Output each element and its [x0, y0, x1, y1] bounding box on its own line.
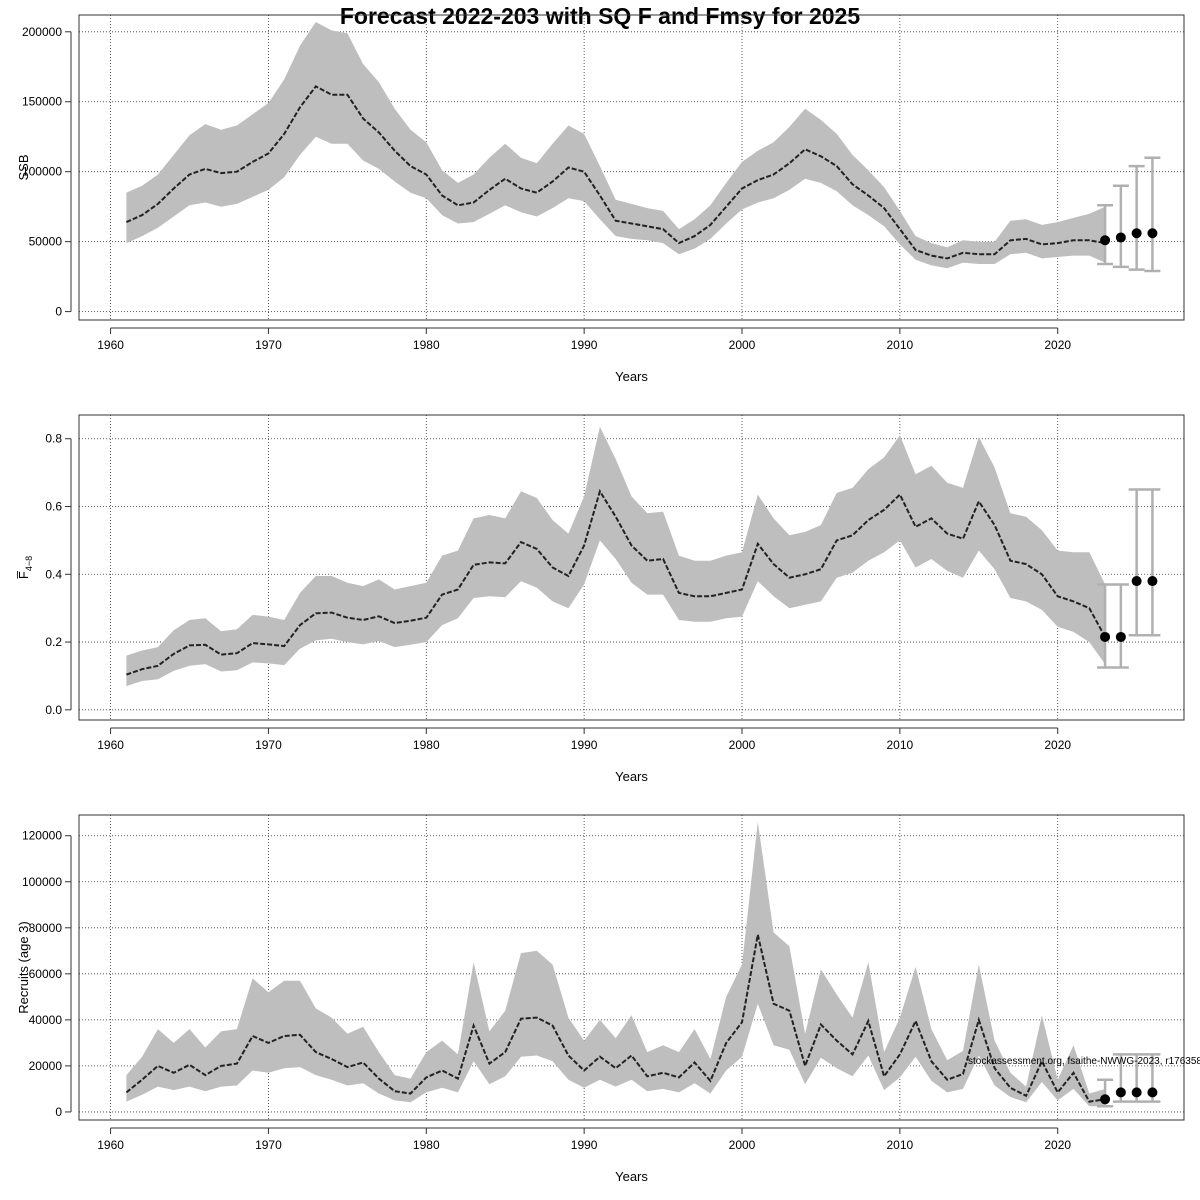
- x-tick-label: 1970: [255, 338, 282, 352]
- x-tick-label: 2000: [729, 1138, 756, 1152]
- x-tick-label: 1960: [97, 338, 124, 352]
- forecast-point: [1147, 1087, 1158, 1098]
- confidence-band: [126, 22, 1106, 269]
- y-tick-label: 0.6: [45, 500, 62, 514]
- x-tick-label: 1980: [413, 738, 440, 752]
- estimate-line: [125, 85, 1106, 260]
- x-tick-label: 1960: [97, 738, 124, 752]
- y-tick-label: 100000: [22, 875, 62, 889]
- y-tick-label: 0.2: [45, 635, 62, 649]
- y-tick-label: 50000: [29, 235, 63, 249]
- x-tick-label: 2020: [1044, 1138, 1071, 1152]
- x-tick-label: 2010: [887, 338, 914, 352]
- forecast-point: [1115, 631, 1126, 642]
- y-tick-label: 0.0: [45, 703, 62, 717]
- x-tick-label: 1980: [413, 338, 440, 352]
- plot-frame: [78, 14, 1185, 321]
- forecast-point: [1131, 576, 1142, 587]
- fbar-panel: 1960 1970 1980 1990 2000 2010 2020 0.0 0.2 0.4 0.6…: [16, 414, 1185, 784]
- forecast-point: [1131, 1087, 1142, 1098]
- estimate-line: [125, 934, 1106, 1103]
- y-tick-label: 0: [55, 305, 62, 319]
- forecast-point: [1147, 576, 1158, 587]
- chart-title: Forecast 2022-203 with SQ F and Fmsy for…: [340, 3, 860, 29]
- ssb-panel: 1960 1970 1980 1990 2000 2010 2020 0 50000 100000…: [16, 14, 1185, 384]
- estimate-line: [126, 488, 1106, 676]
- y-tick-label: 0: [55, 1105, 62, 1119]
- y-axis-label: Recruits (age 3): [16, 921, 31, 1013]
- forecast-point: [1100, 631, 1111, 642]
- forecast-point: [1147, 228, 1158, 239]
- plot-frame: [78, 814, 1185, 1121]
- y-tick-label: 40000: [29, 1013, 63, 1027]
- forecast-point: [1100, 1094, 1111, 1105]
- y-tick-label: 20000: [29, 1059, 63, 1073]
- source-credit: stockassessment.org, fsaithe-NWWG-2023, …: [968, 1056, 1200, 1067]
- x-tick-label: 2020: [1044, 338, 1071, 352]
- x-tick-label: 2010: [887, 1138, 914, 1152]
- x-tick-label: 1990: [571, 338, 598, 352]
- confidence-band: [126, 426, 1106, 687]
- x-tick-label: 1990: [571, 1138, 598, 1152]
- x-tick-label: 2010: [887, 738, 914, 752]
- x-axis-label: Years: [615, 1169, 648, 1184]
- y-tick-label: 60000: [29, 967, 63, 981]
- x-tick-label: 1970: [255, 738, 282, 752]
- confidence-band: [126, 821, 1106, 1107]
- y-axis-label: F̅4−8: [16, 556, 34, 579]
- y-axis-label-main: F̅: [16, 571, 31, 579]
- x-tick-label: 2020: [1044, 738, 1071, 752]
- x-tick-label: 2000: [729, 338, 756, 352]
- recruits-panel: 1960 1970 1980 1990 2000 2010 2020 0 20000 40000 6…: [16, 814, 1200, 1184]
- x-axis-label: Years: [615, 769, 648, 784]
- y-tick-label: 100000: [22, 165, 62, 179]
- x-tick-label: 1960: [97, 1138, 124, 1152]
- y-tick-label: 80000: [29, 921, 63, 935]
- y-tick-label: 0.4: [45, 567, 62, 581]
- forecast-point: [1100, 235, 1111, 246]
- x-tick-label: 1990: [571, 738, 598, 752]
- plot-frame: [78, 414, 1185, 721]
- x-axis-label: Years: [615, 369, 648, 384]
- y-tick-label: 200000: [22, 25, 62, 39]
- y-axis-label-subscript: 4−8: [24, 556, 34, 571]
- y-tick-label: 0.8: [45, 432, 62, 446]
- x-tick-label: 2000: [729, 738, 756, 752]
- y-tick-label: 120000: [22, 829, 62, 843]
- y-axis-label: SSB: [16, 154, 31, 180]
- forecast-point: [1115, 1087, 1126, 1098]
- x-tick-label: 1970: [255, 1138, 282, 1152]
- x-tick-label: 1980: [413, 1138, 440, 1152]
- forecast-point: [1115, 232, 1126, 243]
- forecast-point: [1131, 228, 1142, 239]
- y-tick-label: 150000: [22, 95, 62, 109]
